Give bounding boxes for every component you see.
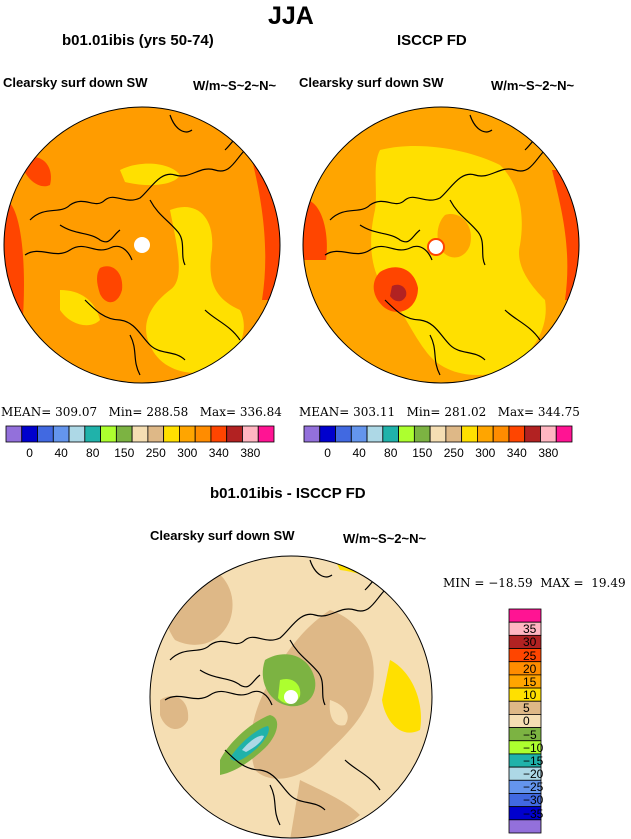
colorbar-tick-label: 380 bbox=[240, 446, 261, 460]
colorbar-swatch bbox=[179, 425, 196, 443]
left-variable-label: Clearsky surf down SW bbox=[3, 75, 148, 90]
colorbar-tick-label: 380 bbox=[538, 446, 559, 460]
diff-variable-label: Clearsky surf down SW bbox=[150, 528, 295, 543]
left-stats: MEAN= 309.07 Min= 288.58 Max= 336.84 bbox=[1, 405, 282, 419]
colorbar-swatch bbox=[257, 425, 275, 443]
diff-colorbar-tick-label: 35 bbox=[523, 622, 537, 637]
colorbar-swatch bbox=[555, 425, 573, 443]
colorbar-tick-label: 0 bbox=[324, 446, 331, 460]
diff-colorbar-swatch bbox=[508, 608, 542, 623]
colorbar-swatch bbox=[335, 425, 352, 443]
colorbar-swatch bbox=[226, 425, 243, 443]
colorbar-tick-label: 40 bbox=[54, 446, 68, 460]
diff-colorbar-tick-label: −30 bbox=[523, 793, 544, 808]
colorbar-tick-label: 340 bbox=[506, 446, 527, 460]
diff-colorbar-tick-label: −10 bbox=[523, 740, 544, 755]
colorbar-swatch bbox=[508, 425, 526, 443]
colorbar-tick-label: 40 bbox=[352, 446, 366, 460]
colorbar-swatch bbox=[147, 425, 165, 443]
colorbar-swatch bbox=[21, 425, 38, 443]
colorbar-tick-label: 300 bbox=[475, 446, 496, 460]
diff-colorbar-tick-label: 30 bbox=[523, 635, 537, 650]
colorbar-tick-label: 0 bbox=[26, 446, 33, 460]
colorbar-swatch bbox=[100, 425, 117, 443]
colorbar-swatch bbox=[131, 425, 149, 443]
colorbar-tick-label: 250 bbox=[443, 446, 464, 460]
colorbar-swatch bbox=[461, 425, 478, 443]
colorbar-swatch bbox=[163, 425, 180, 443]
colorbar-swatch bbox=[68, 425, 86, 443]
diff-colorbar-tick-label: −25 bbox=[523, 780, 544, 795]
left-panel-subtitle: b01.01ibis (yrs 50-74) bbox=[62, 32, 214, 49]
colorbar-tick-label: 150 bbox=[412, 446, 433, 460]
diff-colorbar-tick-label: 15 bbox=[523, 674, 537, 689]
colorbar-swatch bbox=[429, 425, 447, 443]
left-units-label: W/m~S~2~N~ bbox=[193, 78, 277, 93]
diff-colorbar-tick-label: 10 bbox=[523, 688, 537, 703]
colorbar-swatch bbox=[37, 425, 54, 443]
colorbar-swatch bbox=[84, 425, 101, 443]
colorbar-swatch bbox=[366, 425, 384, 443]
colorbar-tick-label: 300 bbox=[177, 446, 198, 460]
colorbar-swatch bbox=[445, 425, 463, 443]
colorbar-tick-label: 80 bbox=[384, 446, 398, 460]
colorbar-tick-label: 150 bbox=[114, 446, 135, 460]
colorbar-swatch bbox=[5, 425, 23, 443]
diff-units-label: W/m~S~2~N~ bbox=[343, 531, 427, 546]
page-title: JJA bbox=[268, 2, 314, 30]
diff-colorbar-tick-label: 25 bbox=[523, 648, 537, 663]
colorbar-tick-label: 250 bbox=[145, 446, 166, 460]
colorbar-swatch bbox=[382, 425, 399, 443]
colorbar-swatch bbox=[492, 425, 510, 443]
colorbar-swatch bbox=[524, 425, 541, 443]
colorbar-swatch bbox=[350, 425, 368, 443]
diff-colorbar-tick-label: −20 bbox=[523, 767, 544, 782]
colorbar-swatch bbox=[319, 425, 336, 443]
colorbar-swatch bbox=[52, 425, 70, 443]
diff-stats: MIN = −18.59 MAX = 19.49 bbox=[443, 576, 626, 590]
diff-colorbar-tick-label: 0 bbox=[523, 714, 530, 729]
diff-colorbar-tick-label: −5 bbox=[523, 727, 537, 742]
right-variable-label: Clearsky surf down SW bbox=[299, 75, 444, 90]
colorbar-swatch bbox=[303, 425, 321, 443]
right-stats: MEAN= 303.11 Min= 281.02 Max= 344.75 bbox=[299, 405, 580, 419]
right-units-label: W/m~S~2~N~ bbox=[491, 78, 575, 93]
colorbar-swatch bbox=[540, 425, 557, 443]
diff-colorbar-swatch bbox=[508, 819, 542, 834]
colorbar-swatch bbox=[115, 425, 133, 443]
diff-colorbar-tick-label: 5 bbox=[523, 701, 530, 716]
colorbar-swatch bbox=[210, 425, 228, 443]
colorbar-swatch bbox=[194, 425, 212, 443]
diff-colorbar-tick-label: −35 bbox=[523, 806, 544, 821]
colorbar-swatch bbox=[398, 425, 415, 443]
colorbar-tick-label: 340 bbox=[208, 446, 229, 460]
colorbar-swatch bbox=[477, 425, 494, 443]
diff-colorbar-tick-label: 20 bbox=[523, 661, 537, 676]
diff-colorbar-tick-label: −15 bbox=[523, 753, 544, 768]
colorbar-swatch bbox=[242, 425, 259, 443]
diff-panel-subtitle: b01.01ibis - ISCCP FD bbox=[210, 485, 366, 502]
colorbar-swatch bbox=[413, 425, 431, 443]
colorbar-tick-label: 80 bbox=[86, 446, 100, 460]
right-panel-subtitle: ISCCP FD bbox=[397, 32, 467, 49]
